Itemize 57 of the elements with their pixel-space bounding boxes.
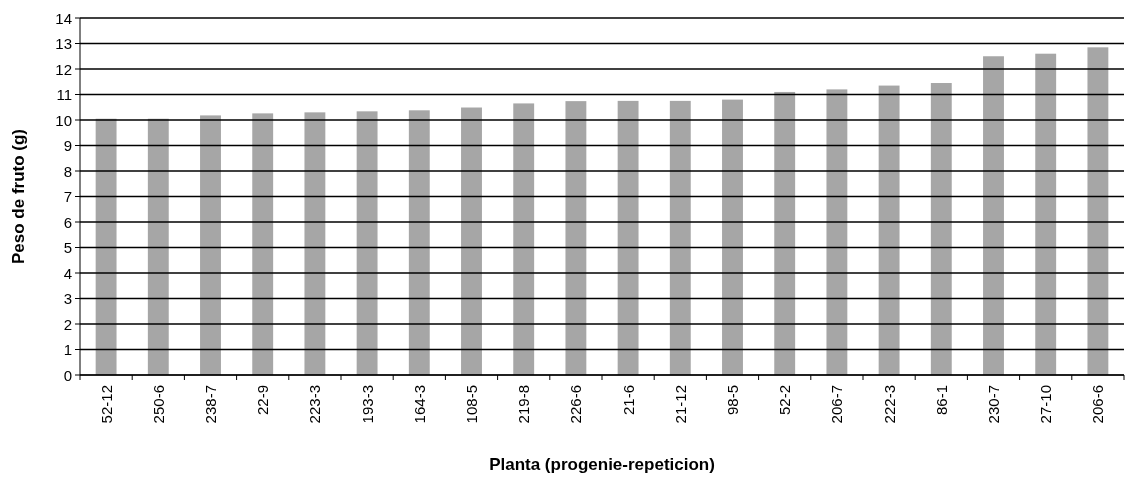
bar [147,118,169,375]
x-tick-label: 250-6 [149,385,167,424]
x-axis-title: Planta (progenie-repeticion) [489,455,715,474]
y-tick-label: 8 [63,162,72,180]
x-tick-label: 238-7 [202,385,219,424]
bar [1087,47,1109,375]
bar [200,115,221,375]
bar [252,113,274,375]
x-tick-label: 86-1 [932,385,950,416]
y-tick-label: 4 [63,264,72,282]
y-tick-label: 13 [55,35,72,52]
bar [983,56,1004,375]
bar [408,110,430,375]
x-tick-label: 27-10 [1037,385,1055,424]
bar [1035,53,1057,375]
bar [826,89,848,375]
y-tick-label: 7 [63,188,72,205]
y-tick-label: 2 [63,315,72,333]
y-axis-title: Peso de fruto (g) [9,128,28,265]
x-tick-label: 21-12 [671,385,689,424]
bar [722,99,743,375]
bar [669,100,691,375]
bar [461,107,482,375]
y-tick-label: 9 [63,137,72,154]
x-tick-label: 223-3 [306,385,324,424]
bar [356,111,378,375]
x-tick-label: 52-12 [97,385,115,424]
x-tick-label: 230-7 [985,385,1002,424]
y-tick-label: 10 [55,111,72,129]
x-tick-label: 219-8 [515,385,533,424]
y-tick-label: 6 [63,213,72,231]
bar [513,103,535,375]
x-tick-label: 222-3 [880,385,898,424]
x-tick-label: 21-6 [619,385,637,416]
y-tick-label: 1 [63,341,72,358]
x-tick-label: 206-7 [828,385,846,424]
y-tick-label: 14 [55,9,72,27]
y-tick-label: 0 [63,366,72,384]
bar [617,100,639,375]
y-tick-label: 11 [56,86,72,103]
bar [930,83,952,375]
y-tick-label: 3 [63,290,72,307]
bar [304,112,326,375]
y-tick-label: 5 [63,239,72,256]
bar [565,101,587,375]
x-tick-label: 226-6 [567,385,585,424]
x-tick-label: 22-9 [254,385,272,416]
x-tick-label: 206-6 [1089,385,1107,424]
x-tick-label: 164-3 [410,385,428,424]
x-tick-label: 52-2 [776,385,794,416]
x-tick-label: 98-5 [724,385,741,416]
x-tick-label: 193-3 [358,385,376,424]
x-tick-label: 108-5 [463,385,480,424]
bar [878,85,900,375]
y-tick-label: 12 [55,60,72,78]
bar [774,91,796,375]
bar [95,118,117,375]
